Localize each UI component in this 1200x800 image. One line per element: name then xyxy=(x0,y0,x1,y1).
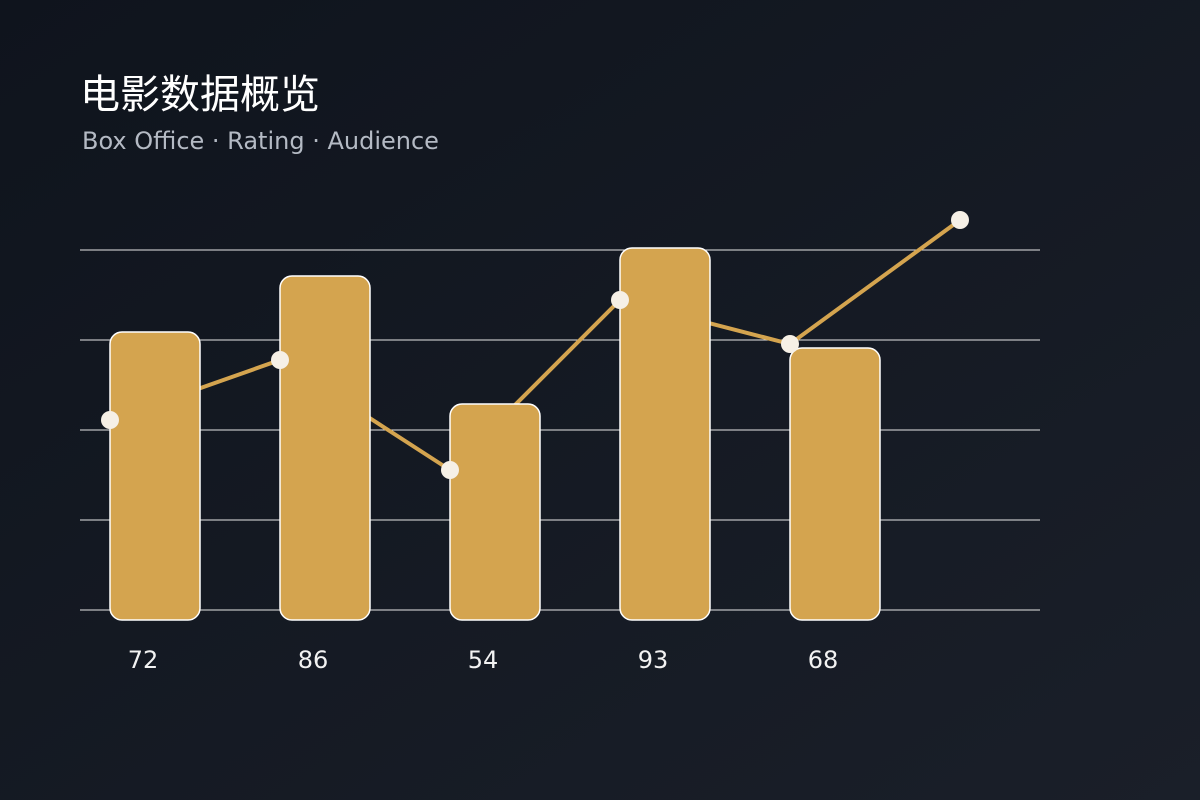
point xyxy=(611,291,629,309)
value-label: 93 xyxy=(638,646,669,674)
point xyxy=(781,335,799,353)
value-label: 54 xyxy=(468,646,499,674)
point xyxy=(441,461,459,479)
chart-subtitle: Box Office · Rating · Audience xyxy=(82,127,439,155)
value-label: 68 xyxy=(808,646,839,674)
point xyxy=(101,411,119,429)
bar xyxy=(789,347,881,621)
line xyxy=(109,218,962,473)
bar xyxy=(619,247,711,621)
bar xyxy=(449,403,541,621)
chart-title: 电影数据概览 xyxy=(80,72,320,118)
value-label: 72 xyxy=(128,646,159,674)
bar xyxy=(109,331,201,621)
bar xyxy=(279,275,371,621)
point xyxy=(271,351,289,369)
point xyxy=(951,211,969,229)
value-label: 86 xyxy=(298,646,329,674)
